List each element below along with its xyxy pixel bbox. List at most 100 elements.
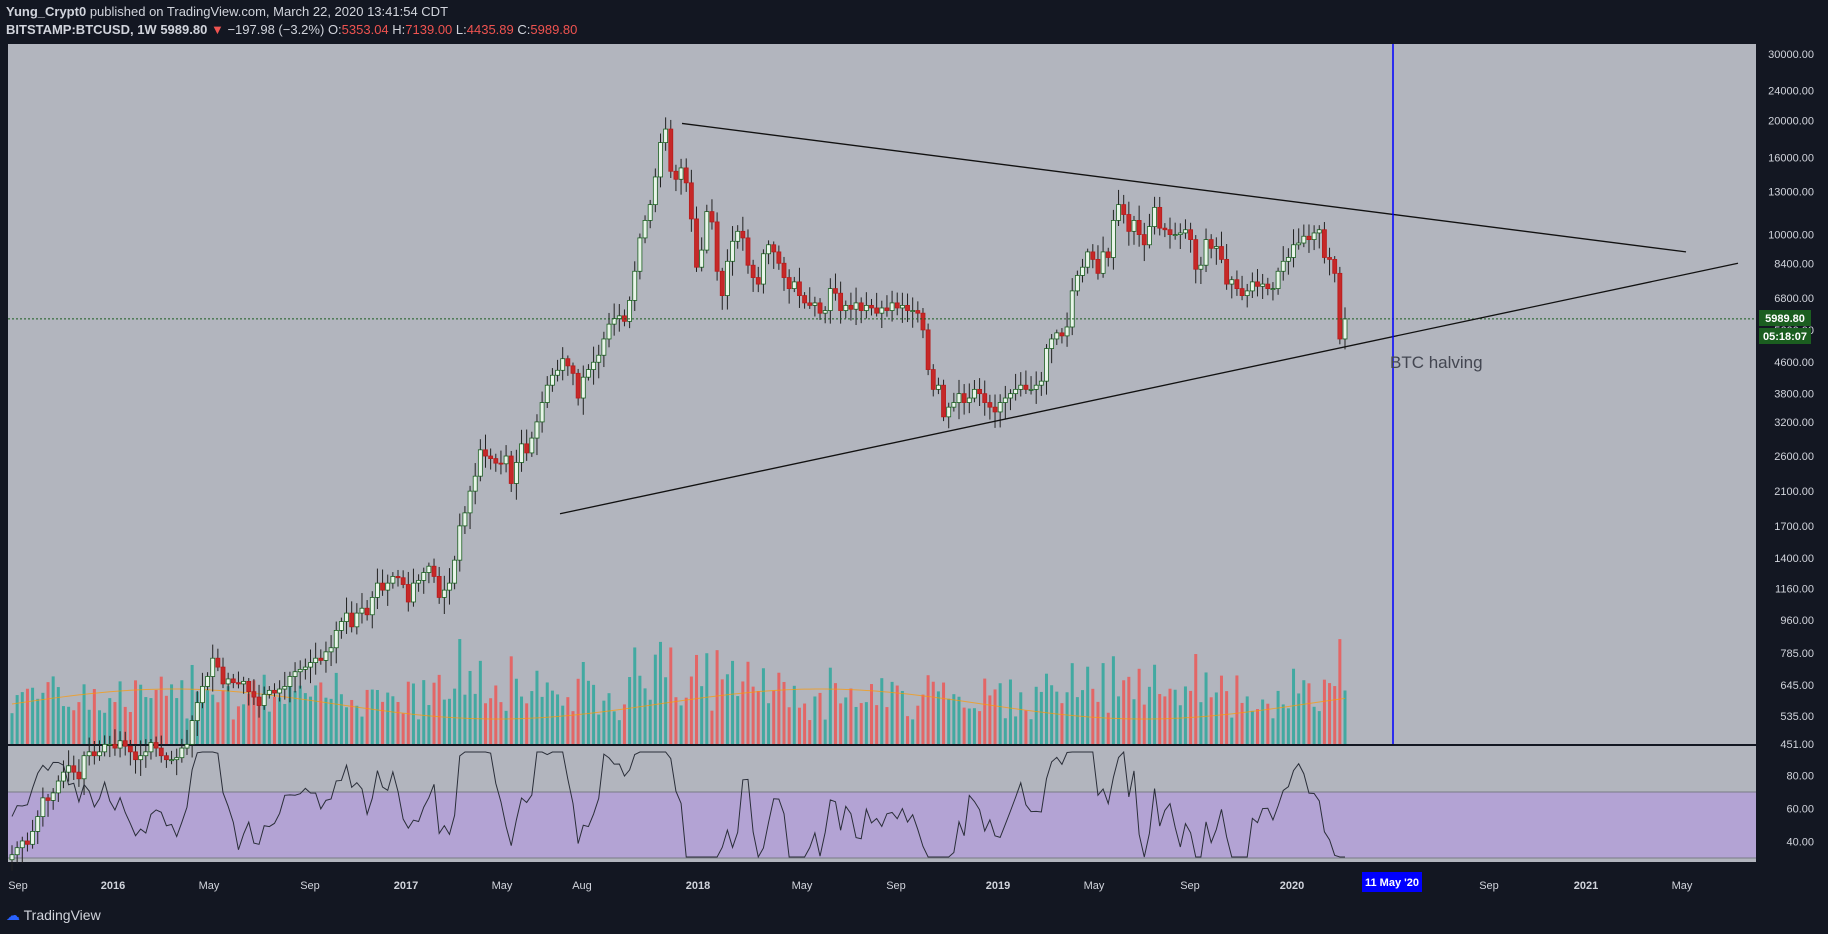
price-tick-label: 1400.00 xyxy=(1774,553,1814,565)
volume-bar xyxy=(936,691,940,744)
footer: ☁ TradingView xyxy=(0,895,1828,934)
candle-body xyxy=(292,671,298,677)
volume-bar xyxy=(967,708,971,744)
volume-bar xyxy=(1173,689,1177,744)
volume-bar xyxy=(586,680,590,744)
candle-body xyxy=(400,577,406,585)
volume-bar xyxy=(360,716,364,744)
candle-body xyxy=(833,288,838,294)
candle-body xyxy=(241,681,247,685)
volume-bar xyxy=(442,699,446,744)
low-value: 4435.89 xyxy=(466,22,514,37)
candle-body xyxy=(1234,279,1240,289)
price-tick-label: 20000.00 xyxy=(1768,116,1814,128)
price-axis[interactable] xyxy=(1756,44,1828,862)
time-axis[interactable] xyxy=(8,862,1756,895)
candle-body xyxy=(1203,239,1209,266)
drawings xyxy=(8,44,1756,744)
candle-body xyxy=(894,302,900,309)
candle-body xyxy=(1306,235,1312,241)
volume-bar xyxy=(72,710,76,744)
volume-bar xyxy=(447,698,451,744)
volume-bar xyxy=(350,699,354,744)
candle-body xyxy=(699,249,705,268)
volume-bar xyxy=(355,705,359,744)
volume-bar xyxy=(190,664,194,744)
tradingview-logo[interactable]: ☁ TradingView xyxy=(6,907,101,924)
volume-bar xyxy=(164,695,168,744)
volume-bar xyxy=(288,685,292,744)
candle-body xyxy=(724,260,730,296)
candle-body xyxy=(899,305,905,309)
volume-bar xyxy=(761,668,765,744)
volume-bar xyxy=(1235,675,1239,744)
candle-body xyxy=(807,302,813,306)
symbol-name[interactable]: BITSTAMP:BTCUSD, 1W xyxy=(6,22,157,37)
volume-bar xyxy=(607,693,611,744)
candle-body xyxy=(102,743,108,753)
publisher-name[interactable]: Yung_Crypt0 xyxy=(6,4,87,19)
volume-bar xyxy=(82,684,86,744)
volume-bar xyxy=(597,714,601,744)
volume-bar xyxy=(483,703,487,744)
candle-body xyxy=(1136,220,1142,235)
candle-body xyxy=(905,305,910,311)
candle-body xyxy=(750,264,756,278)
volume-bar xyxy=(283,703,287,744)
volume-bar xyxy=(689,676,693,744)
volume-bar xyxy=(1312,706,1316,744)
time-tick-label: 2020 xyxy=(1280,880,1304,892)
close-value: 5989.80 xyxy=(530,22,578,37)
candle-body xyxy=(1198,264,1204,270)
candle-body xyxy=(513,462,519,484)
volume-bar xyxy=(1117,696,1121,744)
candle-body xyxy=(1033,384,1039,390)
candle-body xyxy=(1337,272,1343,340)
halving-annotation[interactable]: BTC halving xyxy=(1390,353,1483,372)
volume-bar xyxy=(756,690,760,744)
volume-bar xyxy=(211,694,215,744)
time-tick-label: Sep xyxy=(1479,880,1499,892)
price-tick-label: 645.00 xyxy=(1780,680,1814,692)
price-tick-label: 1160.00 xyxy=(1775,584,1814,596)
volume-bar xyxy=(1204,672,1208,744)
price-tick-label: 8400.00 xyxy=(1774,258,1814,270)
candle-body xyxy=(930,369,936,390)
candle-body xyxy=(591,361,596,370)
candle-body xyxy=(369,597,375,616)
candle-body xyxy=(673,170,679,180)
volume-bar xyxy=(1132,699,1136,744)
price-pane[interactable] xyxy=(8,44,1756,744)
candle-body xyxy=(1126,214,1132,232)
volume-bar xyxy=(1060,703,1064,744)
volume-bar xyxy=(1199,702,1203,744)
candle-body xyxy=(714,221,720,272)
candle-body xyxy=(642,220,648,239)
volume-bar xyxy=(535,670,539,744)
candle-body xyxy=(925,329,931,370)
candle-body xyxy=(359,607,365,614)
volume-bar xyxy=(1075,697,1079,744)
candle-body xyxy=(534,421,540,439)
candle-body xyxy=(1008,393,1013,399)
candle-body xyxy=(565,358,571,367)
volume-bar xyxy=(20,692,24,744)
candle-body xyxy=(683,167,689,184)
volume-bar xyxy=(823,719,827,744)
candle-body xyxy=(1229,279,1235,285)
volume-bar xyxy=(540,696,544,744)
candle-body xyxy=(354,612,360,628)
candle-body xyxy=(544,384,550,403)
volume-bar xyxy=(1307,683,1311,744)
volume-bar xyxy=(839,703,843,744)
candle-body xyxy=(694,218,699,268)
candle-body xyxy=(1080,266,1085,276)
candle-body xyxy=(1100,251,1106,274)
candle-body xyxy=(1177,232,1183,235)
volume-bar xyxy=(1183,686,1187,744)
candle-body xyxy=(791,281,797,289)
volume-bar xyxy=(648,699,652,744)
candle-body xyxy=(313,657,319,663)
candle-body xyxy=(1038,380,1044,386)
